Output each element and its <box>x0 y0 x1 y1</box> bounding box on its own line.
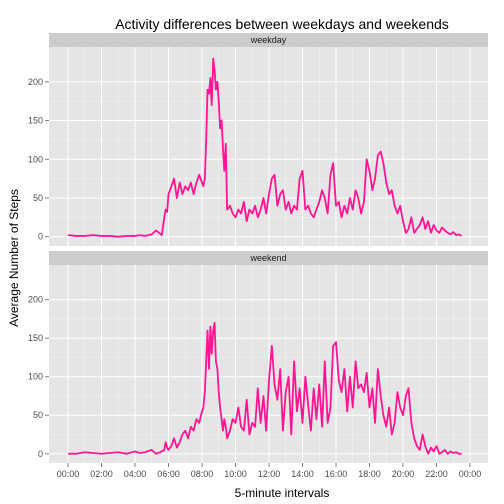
x-tick-label: 12:00 <box>258 469 281 479</box>
x-tick-label: 22:00 <box>425 469 448 479</box>
strip-weekday <box>49 33 488 47</box>
y-tick-label: 50 <box>33 410 43 420</box>
x-tick-label: 02:00 <box>90 469 113 479</box>
chart-title: Activity differences between weekdays an… <box>115 16 449 32</box>
x-axis-title: 5-minute intervals <box>235 486 330 500</box>
y-tick-label: 200 <box>28 77 43 87</box>
facet-panels: weekday 0 50 100 150 200 weekend 0 50 100 150 200 <box>28 33 488 463</box>
y-axis-title: Average Number of Steps <box>7 189 21 327</box>
y-tick-label: 150 <box>28 116 43 126</box>
x-tick-label: 00:00 <box>459 469 482 479</box>
y-tick-label: 0 <box>38 232 43 242</box>
x-tick-label: 14:00 <box>291 469 314 479</box>
x-tick-label: 04:00 <box>124 469 147 479</box>
strip-weekend <box>49 251 488 265</box>
x-axis: 00:00 02:00 04:00 06:00 08:00 10:00 12:00 14:00… <box>57 463 482 479</box>
y-tick-label: 0 <box>38 449 43 459</box>
x-tick-label: 10:00 <box>224 469 247 479</box>
series-line-weekend <box>68 321 462 455</box>
strip-label-weekend: weekend <box>249 253 286 263</box>
panel-weekend: weekend 0 50 100 150 200 <box>28 251 488 463</box>
x-tick-label: 06:00 <box>157 469 180 479</box>
y-tick-label: 200 <box>28 295 43 305</box>
x-tick-label: 00:00 <box>57 469 80 479</box>
y-tick-label: 150 <box>28 333 43 343</box>
x-tick-label: 18:00 <box>358 469 381 479</box>
x-tick-label: 16:00 <box>325 469 348 479</box>
y-tick-label: 50 <box>33 193 43 203</box>
x-tick-label: 20:00 <box>392 469 415 479</box>
strip-label-weekday: weekday <box>250 35 287 45</box>
panel-weekday: weekday 0 50 100 150 200 <box>28 33 488 246</box>
x-tick-label: 08:00 <box>191 469 214 479</box>
series-line-weekday <box>67 57 463 238</box>
y-tick-label: 100 <box>28 154 43 164</box>
y-tick-label: 100 <box>28 372 43 382</box>
